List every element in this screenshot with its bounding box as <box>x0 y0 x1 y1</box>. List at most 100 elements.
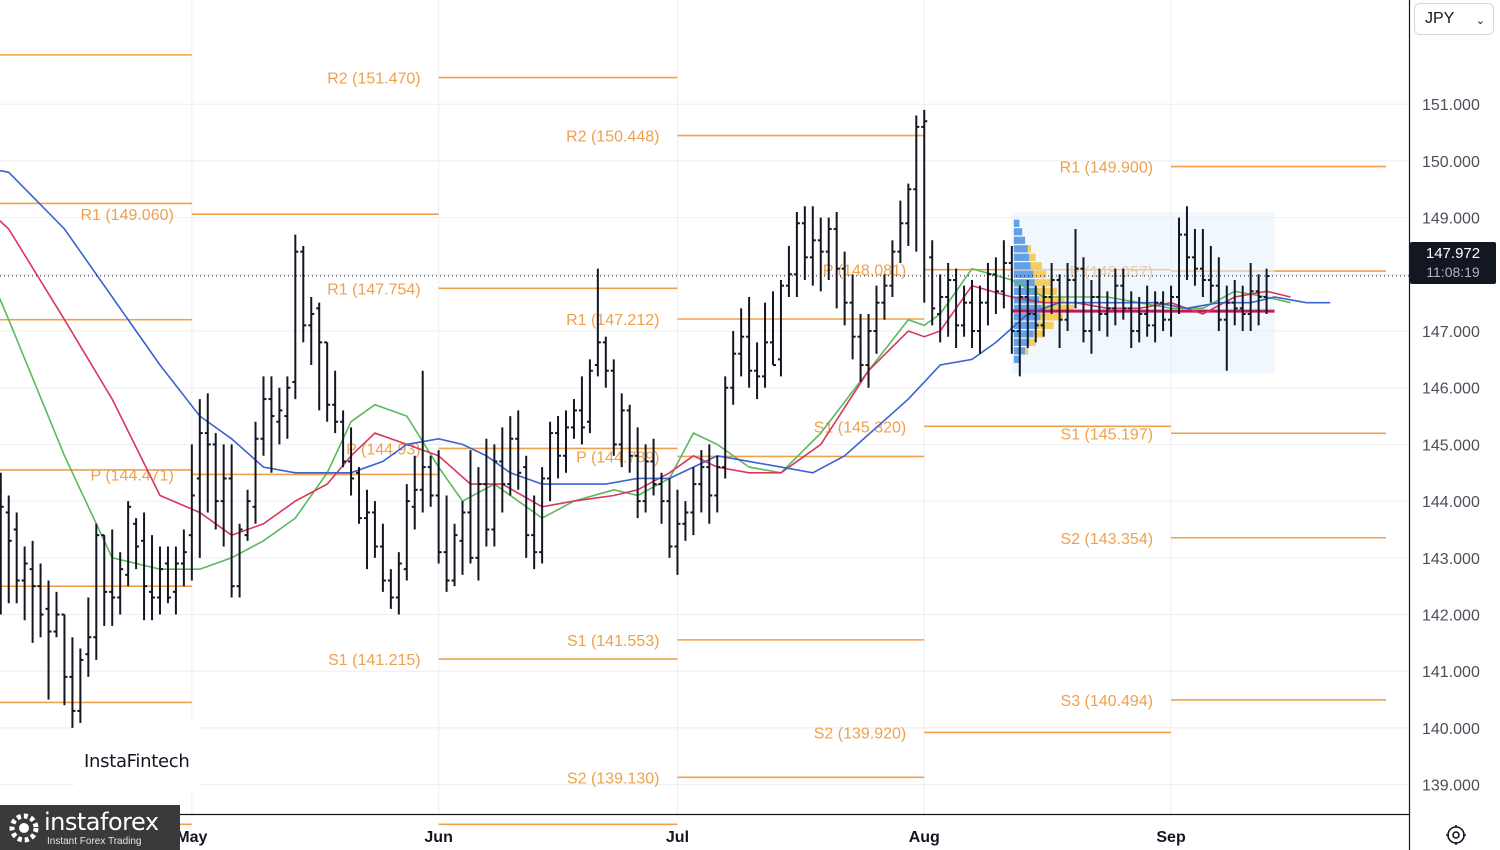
ohlc-bar <box>626 404 633 473</box>
ohlc-bar <box>1199 228 1206 298</box>
ohlc-bar <box>1223 285 1230 371</box>
price-tick-label: 142.000 <box>1422 608 1480 625</box>
ohlc-bar <box>976 285 983 354</box>
ohlc-bar <box>610 359 617 456</box>
pivot-label: S2 (143.354) <box>1061 531 1154 548</box>
time-tick-label: Sep <box>1156 829 1186 846</box>
ohlc-bar <box>1215 257 1222 332</box>
pivot-label: R1 (149.900) <box>1060 160 1153 177</box>
ohlc-bar <box>937 274 944 343</box>
watermark-box: InstaFintech <box>74 723 199 793</box>
ohlc-bar <box>1191 228 1198 286</box>
ohlc-bar <box>411 455 418 530</box>
brand-name: instaforex <box>44 808 159 836</box>
ohlc-bar <box>37 563 44 638</box>
currency-select[interactable]: JPY ⌄ <box>1414 3 1494 35</box>
ohlc-bar <box>467 450 474 564</box>
ohlc-bar <box>769 291 776 367</box>
ohlc-bar <box>754 342 761 400</box>
ohlc-bar <box>443 495 450 592</box>
volume-profile-bin <box>1033 270 1047 278</box>
ohlc-bar <box>45 580 52 700</box>
volume-profile-bin <box>1013 270 1034 278</box>
ohlc-bar <box>1207 245 1214 303</box>
ohlc-bar <box>220 444 227 547</box>
volume-profile-bin <box>1037 321 1054 329</box>
ohlc-bar <box>578 376 585 445</box>
volume-profile-bin <box>1025 347 1029 355</box>
ohlc-bar <box>945 262 952 337</box>
ohlc-bar <box>658 472 665 524</box>
pivot-label: R2 (151.470) <box>327 71 420 88</box>
ohlc-bar <box>1183 206 1190 280</box>
price-tick-label: 141.000 <box>1422 664 1480 681</box>
ohlc-bar <box>865 314 872 388</box>
ohlc-bar <box>833 211 840 309</box>
pivot-label: P (148.081) <box>823 263 906 280</box>
ohlc-bar <box>698 450 705 513</box>
ohlc-bar <box>1112 268 1119 326</box>
pivot-label: R2 (150.448) <box>566 129 659 146</box>
pivot-label: S3 (140.494) <box>1061 693 1154 710</box>
brand-footer: instaforex Instant Forex Trading <box>0 805 180 850</box>
ohlc-bar <box>674 489 681 575</box>
ohlc-bar <box>929 240 936 326</box>
price-tick-label: 145.000 <box>1422 437 1480 454</box>
ohlc-bar <box>841 251 848 326</box>
ohlc-bar <box>1024 279 1031 349</box>
ohlc-bar <box>69 637 76 728</box>
ohlc-bar <box>706 444 713 524</box>
ohlc-bar <box>499 427 506 513</box>
currency-select-value: JPY <box>1425 10 1455 27</box>
ohlc-bar <box>13 512 20 604</box>
ohlc-bar <box>666 478 673 558</box>
ohlc-bar <box>93 523 100 660</box>
ohlc-bar <box>793 211 800 298</box>
price-tick-label: 146.000 <box>1422 381 1480 398</box>
chart-grid <box>0 0 1409 814</box>
volume-profile-bin <box>1034 279 1051 287</box>
ohlc-bar <box>738 308 745 377</box>
ohlc-bar <box>889 240 896 298</box>
ohlc-bar <box>634 427 641 519</box>
ohlc-bar <box>730 331 737 405</box>
ohlc-bar <box>403 484 410 581</box>
ohlc-bar <box>602 336 609 388</box>
pivot-label: R1 (147.212) <box>566 312 659 329</box>
ohlc-bar <box>984 262 991 326</box>
ohlc-bar <box>180 529 187 587</box>
price-tick-label: 144.000 <box>1422 494 1480 511</box>
ohlc-bar <box>204 393 211 513</box>
volume-profile-bin <box>1030 262 1042 270</box>
ohlc-bar <box>149 535 156 621</box>
price-tick-label: 151.000 <box>1422 97 1480 114</box>
ohlc-bar <box>1096 268 1103 332</box>
ohlc-bar <box>594 268 601 377</box>
price-tick-label: 147.000 <box>1422 324 1480 341</box>
ohlc-bar <box>61 613 68 706</box>
ohlc-bar <box>316 302 323 411</box>
ohlc-bar <box>435 450 442 564</box>
ohlc-bar <box>228 444 235 598</box>
ohlc-bar <box>722 376 729 479</box>
ohlc-bar <box>196 399 203 558</box>
ohlc-bar <box>650 438 657 496</box>
price-tick-label: 149.000 <box>1422 211 1480 228</box>
ohlc-bar <box>1144 285 1151 337</box>
ohlc-bar <box>1072 228 1079 309</box>
ohlc-bar <box>1032 285 1039 343</box>
ohlc-bar <box>1176 217 1183 315</box>
ohlc-bar <box>459 501 466 575</box>
ohlc-bar <box>1040 285 1047 337</box>
time-tick-label: Aug <box>909 829 940 846</box>
volume-profile-bin <box>1013 355 1021 363</box>
pivot-label: S2 (139.920) <box>814 725 907 742</box>
pivot-label: S1 (141.553) <box>567 633 660 650</box>
ohlc-bar <box>356 467 363 524</box>
settings-icon[interactable] <box>1444 823 1468 847</box>
watermark-text: InstaFintech <box>84 751 190 772</box>
ohlc-bar <box>762 302 769 388</box>
ohlc-bar <box>276 387 283 445</box>
ohlc-bar <box>324 341 331 422</box>
